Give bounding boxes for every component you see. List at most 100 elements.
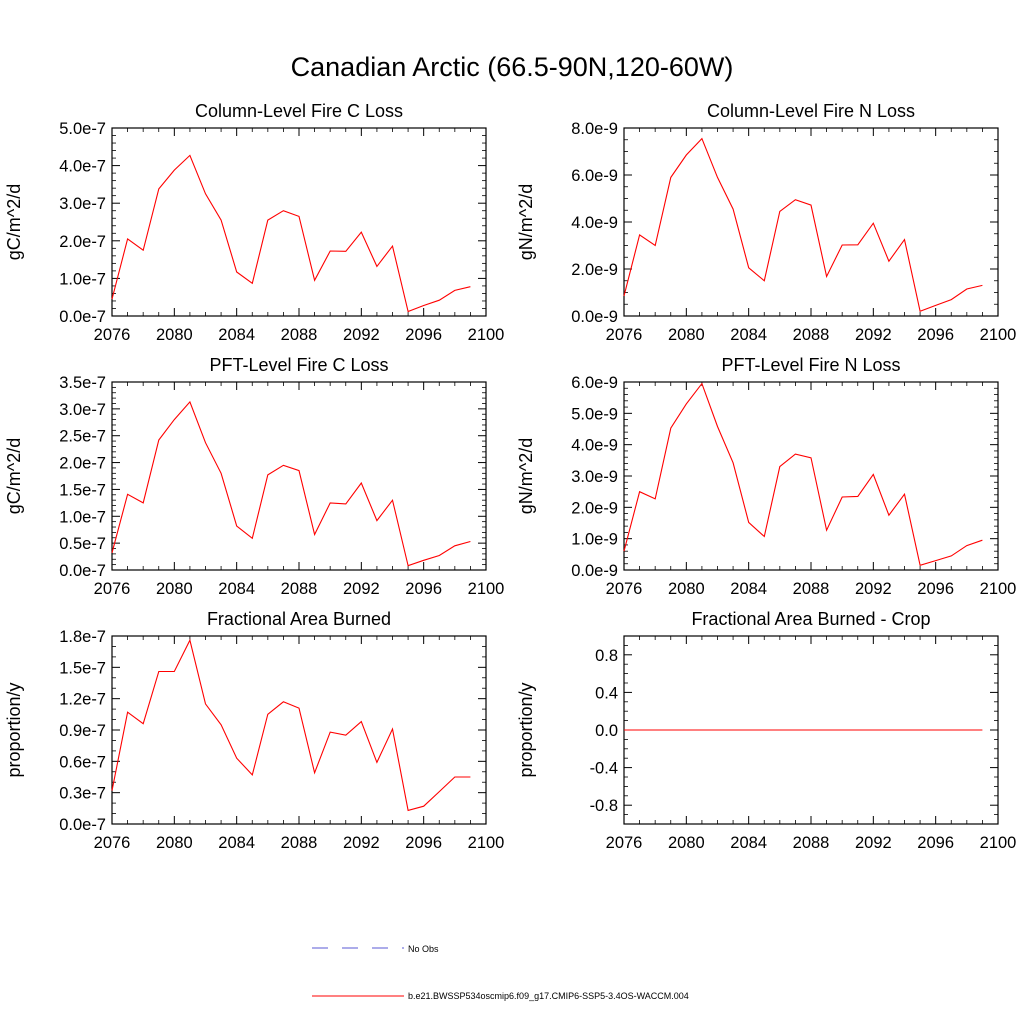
y-tick-label: -0.8 <box>590 797 618 815</box>
y-tick-label: 8.0e-9 <box>571 120 618 138</box>
chart-panel-1: Column-Level Fire C Loss gC/m^2/d 2076 2080… <box>4 101 504 344</box>
y-tick-label: 5.0e-9 <box>571 405 618 423</box>
y-tick-label: 0.0e-7 <box>59 562 106 580</box>
x-tick-label: 2084 <box>730 580 767 598</box>
y-axis-label: gC/m^2/d <box>4 438 24 514</box>
y-tick-label: 3.5e-7 <box>59 374 106 392</box>
x-tick-label: 2096 <box>917 834 954 852</box>
y-tick-label: 1.0e-9 <box>571 531 618 549</box>
legend-obs-label: No Obs <box>408 944 439 954</box>
y-tick-label: 1.8e-7 <box>59 628 106 646</box>
x-tick-label: 2084 <box>218 580 255 598</box>
y-tick-label: 0.0e-9 <box>571 308 618 326</box>
y-tick-label: 4.0e-9 <box>571 214 618 232</box>
x-tick-label: 2100 <box>468 326 505 344</box>
y-tick-label: 6.0e-9 <box>571 167 618 185</box>
y-tick-label: 2.0e-9 <box>571 261 618 279</box>
chart-title: Column-Level Fire N Loss <box>707 101 915 121</box>
y-tick-label: 3.0e-7 <box>59 195 106 213</box>
x-tick-label: 2100 <box>468 834 505 852</box>
y-tick-label: 1.5e-7 <box>59 659 106 677</box>
x-tick-label: 2080 <box>668 580 705 598</box>
x-tick-label: 2084 <box>218 834 255 852</box>
chart-panel-5: Fractional Area Burned proportion/y 2076 20… <box>4 609 504 852</box>
x-tick-label: 2092 <box>343 834 380 852</box>
y-tick-label: 6.0e-9 <box>571 374 618 392</box>
x-tick-label: 2076 <box>606 834 643 852</box>
y-tick-label: 4.0e-7 <box>59 158 106 176</box>
y-tick-label: 1.0e-7 <box>59 508 106 526</box>
series-line <box>111 638 471 812</box>
y-axis-label: gN/m^2/d <box>516 438 536 514</box>
y-tick-label: 0.5e-7 <box>59 535 106 553</box>
chart-title: Fractional Area Burned - Crop <box>691 609 930 629</box>
y-axis-label: gN/m^2/d <box>516 184 536 260</box>
x-tick-label: 2092 <box>855 326 892 344</box>
x-tick-label: 2096 <box>405 580 442 598</box>
y-tick-label: 2.0e-7 <box>59 455 106 473</box>
x-tick-label: 2076 <box>606 326 643 344</box>
chart-title: PFT-Level Fire N Loss <box>721 355 900 375</box>
x-tick-label: 2088 <box>281 580 318 598</box>
series-line <box>623 382 983 566</box>
x-tick-label: 2076 <box>606 580 643 598</box>
legend-model-label: b.e21.BWSSP534oscmip6.f09_g17.CMIP6-SSP5… <box>408 991 689 1001</box>
chart-panel-2: Column-Level Fire N Loss gN/m^2/d 2076 2080… <box>516 101 1016 344</box>
plot-frame <box>623 381 999 571</box>
x-tick-label: 2084 <box>218 326 255 344</box>
y-tick-label: 2.5e-7 <box>59 428 106 446</box>
y-tick-label: 4.0e-9 <box>571 437 618 455</box>
series-line <box>111 154 471 313</box>
x-tick-label: 2096 <box>917 326 954 344</box>
x-tick-label: 2100 <box>980 580 1017 598</box>
y-tick-label: 2.0e-9 <box>571 499 618 517</box>
x-tick-label: 2076 <box>94 580 131 598</box>
x-tick-label: 2096 <box>917 580 954 598</box>
x-tick-label: 2092 <box>855 834 892 852</box>
y-tick-label: 0.8 <box>595 647 618 665</box>
plot-frame <box>111 127 487 317</box>
x-tick-label: 2100 <box>980 834 1017 852</box>
x-tick-label: 2084 <box>730 326 767 344</box>
x-tick-label: 2092 <box>343 580 380 598</box>
y-tick-label: 0.0 <box>595 722 618 740</box>
y-tick-label: 3.0e-7 <box>59 401 106 419</box>
x-tick-label: 2080 <box>156 326 193 344</box>
chart-panel-4: PFT-Level Fire N Loss gN/m^2/d 2076 2080 208… <box>516 355 1016 598</box>
y-tick-label: 1.5e-7 <box>59 481 106 499</box>
chart-title: PFT-Level Fire C Loss <box>209 355 388 375</box>
y-tick-label: 2.0e-7 <box>59 233 106 251</box>
y-axis-label: gC/m^2/d <box>4 184 24 260</box>
y-tick-label: 1.2e-7 <box>59 691 106 709</box>
y-tick-label: 0.0e-7 <box>59 816 106 834</box>
y-tick-label: 0.3e-7 <box>59 785 106 803</box>
chart-panel-6: Fractional Area Burned - Crop proportion/… <box>516 609 1016 852</box>
x-tick-label: 2076 <box>94 834 131 852</box>
y-tick-label: 0.6e-7 <box>59 753 106 771</box>
y-tick-label: 0.0e-7 <box>59 308 106 326</box>
x-tick-label: 2096 <box>405 834 442 852</box>
y-tick-label: 3.0e-9 <box>571 468 618 486</box>
chart-title: Fractional Area Burned <box>207 609 391 629</box>
chart-panel-3: PFT-Level Fire C Loss gC/m^2/d 2076 2080 208… <box>4 355 504 598</box>
x-tick-label: 2100 <box>468 580 505 598</box>
figure-title: Canadian Arctic (66.5-90N,120-60W) <box>290 52 734 82</box>
y-tick-label: 5.0e-7 <box>59 120 106 138</box>
series-line <box>623 137 983 313</box>
x-tick-label: 2080 <box>668 326 705 344</box>
y-axis-label: proportion/y <box>4 682 24 777</box>
x-tick-label: 2100 <box>980 326 1017 344</box>
x-tick-label: 2076 <box>94 326 131 344</box>
y-tick-label: 0.4 <box>595 684 618 702</box>
x-tick-label: 2092 <box>343 326 380 344</box>
plot-frame <box>111 381 487 571</box>
y-tick-label: 0.0e-9 <box>571 562 618 580</box>
x-tick-label: 2080 <box>668 834 705 852</box>
x-tick-label: 2088 <box>793 580 830 598</box>
series-line <box>111 400 471 567</box>
legend: No Obs b.e21.BWSSP534oscmip6.f09_g17.CMIP… <box>312 944 689 1001</box>
x-tick-label: 2096 <box>405 326 442 344</box>
x-tick-label: 2084 <box>730 834 767 852</box>
